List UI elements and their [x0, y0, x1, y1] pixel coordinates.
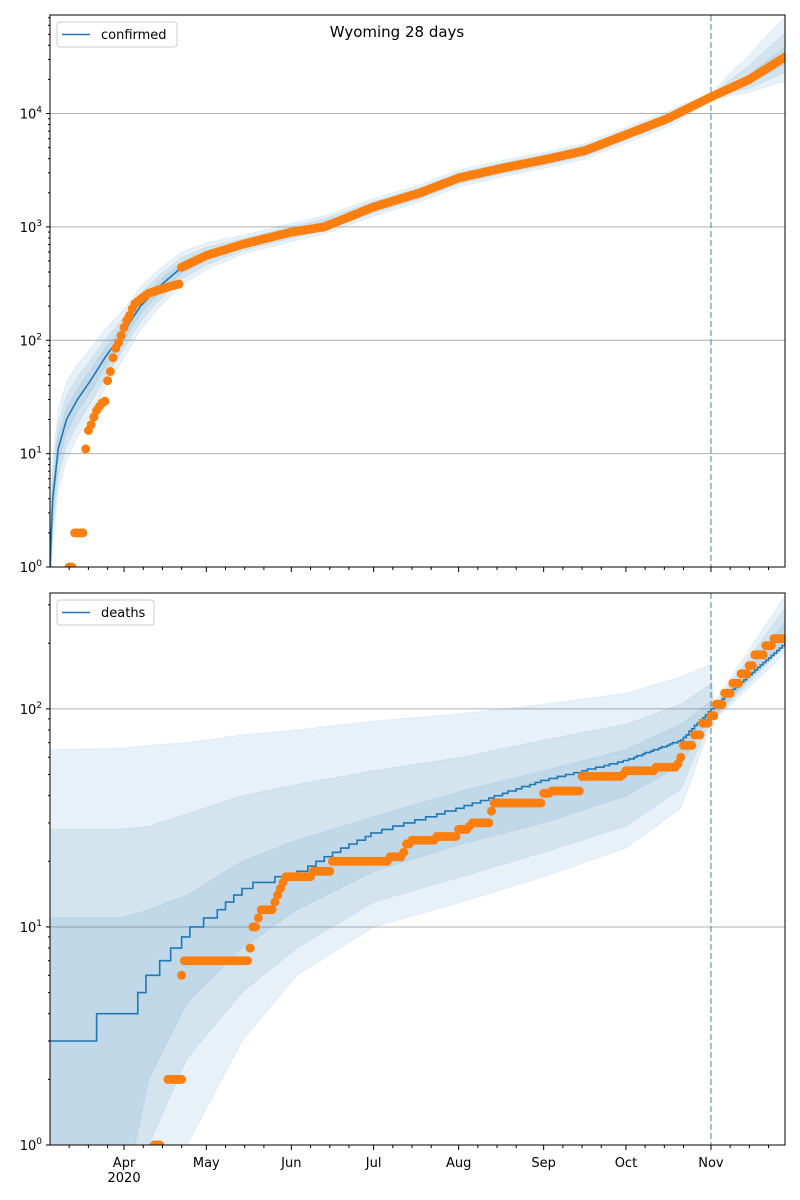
observed-point: [105, 367, 115, 376]
y-tick-label: 103: [20, 219, 42, 236]
y-tick-base: 10: [20, 221, 37, 236]
uncertainty-band-2: [50, 607, 785, 1145]
observed-point: [725, 688, 735, 698]
model-median-line: [50, 55, 785, 567]
legend-label: deaths: [101, 606, 146, 621]
chart-title: Wyoming 28 days: [330, 23, 465, 41]
observed-point: [758, 650, 768, 660]
observed-point: [67, 562, 77, 567]
observed-point: [703, 718, 713, 728]
plot-area: [50, 15, 785, 567]
uncertainty-band-3: [50, 46, 785, 567]
observed-point: [747, 661, 757, 671]
observed-point: [245, 943, 255, 953]
y-tick-base: 10: [20, 1139, 37, 1154]
y-tick-exp: 2: [36, 332, 42, 342]
observed-point: [174, 279, 184, 289]
y-tick-exp: 1: [36, 919, 42, 929]
y-tick-base: 10: [20, 703, 37, 718]
y-tick-label: 101: [20, 919, 42, 936]
observed-point: [487, 806, 496, 816]
observed-point: [451, 832, 461, 841]
observed-point: [270, 897, 280, 907]
legend: confirmed: [56, 21, 178, 48]
y-tick-exp: 0: [36, 1137, 42, 1147]
legend-box: [56, 21, 178, 48]
observed-point: [267, 905, 277, 915]
observed-point: [119, 322, 129, 332]
legend-box: [56, 599, 155, 626]
legend-label: confirmed: [101, 28, 167, 43]
y-tick-label: 101: [20, 446, 42, 463]
uncertainty-band-2: [50, 32, 785, 567]
observed-point: [676, 752, 686, 762]
y-tick-exp: 1: [36, 446, 42, 456]
x-tick-label: Oct: [615, 1156, 637, 1171]
x-tick-label: Jun: [280, 1156, 301, 1171]
y-tick-exp: 0: [36, 559, 42, 569]
uncertainty-band-1: [50, 16, 785, 567]
observed-point: [695, 730, 705, 740]
observed-point: [733, 678, 743, 688]
y-tick-base: 10: [20, 448, 37, 463]
y-tick-label: 104: [20, 106, 43, 123]
y-tick-base: 10: [20, 108, 37, 123]
observed-point: [125, 311, 134, 321]
observed-point: [116, 331, 126, 341]
x-tick-year: 2020: [108, 1171, 141, 1186]
observed-point: [399, 847, 409, 857]
observed-point: [81, 444, 91, 454]
observed-point: [780, 634, 785, 644]
plot-area: [50, 593, 785, 1145]
observed-point: [243, 956, 252, 966]
observed-point: [103, 376, 113, 386]
model-median-line: [50, 642, 785, 1042]
observed-point: [574, 786, 584, 796]
y-tick-label: 102: [20, 332, 42, 349]
y-tick-base: 10: [20, 334, 37, 349]
y-tick-base: 10: [20, 561, 37, 576]
y-tick-label: 100: [20, 559, 43, 576]
observed-point: [709, 711, 719, 721]
observed-point: [766, 641, 776, 651]
observed-point: [108, 353, 118, 363]
observed-point: [717, 699, 727, 709]
uncertainty-band-3: [50, 621, 785, 1145]
observed-point: [251, 922, 261, 932]
axes-frame: [49, 592, 786, 1146]
x-tick-label: Jul: [365, 1156, 382, 1171]
observed-point: [86, 420, 96, 430]
y-tick-exp: 4: [36, 106, 42, 116]
observed-point: [742, 669, 752, 679]
legend: deaths: [56, 599, 155, 626]
observed-point: [325, 866, 335, 876]
observed-point: [177, 1074, 187, 1084]
observed-point: [155, 1140, 165, 1145]
observed-point: [780, 52, 785, 62]
observed-point: [253, 913, 263, 923]
y-tick-exp: 3: [36, 219, 42, 229]
x-tick-label: Nov: [698, 1156, 724, 1171]
x-tick-label: Sep: [531, 1156, 556, 1171]
observed-point: [177, 970, 187, 980]
observed-point: [536, 798, 546, 808]
y-tick-label: 102: [20, 701, 42, 718]
observed-point: [484, 818, 494, 828]
uncertainty-band-1: [50, 594, 785, 1145]
observed-point: [78, 528, 88, 538]
x-tick-label: May: [193, 1156, 220, 1171]
x-tick-label: Apr: [113, 1156, 136, 1171]
observed-point: [100, 396, 110, 406]
x-tick-label: Aug: [446, 1156, 471, 1171]
y-tick-label: 100: [20, 1137, 43, 1154]
observed-point: [114, 338, 124, 348]
observed-point: [687, 740, 697, 750]
y-tick-base: 10: [20, 921, 37, 936]
axes-frame: [49, 14, 786, 568]
y-tick-exp: 2: [36, 701, 42, 711]
